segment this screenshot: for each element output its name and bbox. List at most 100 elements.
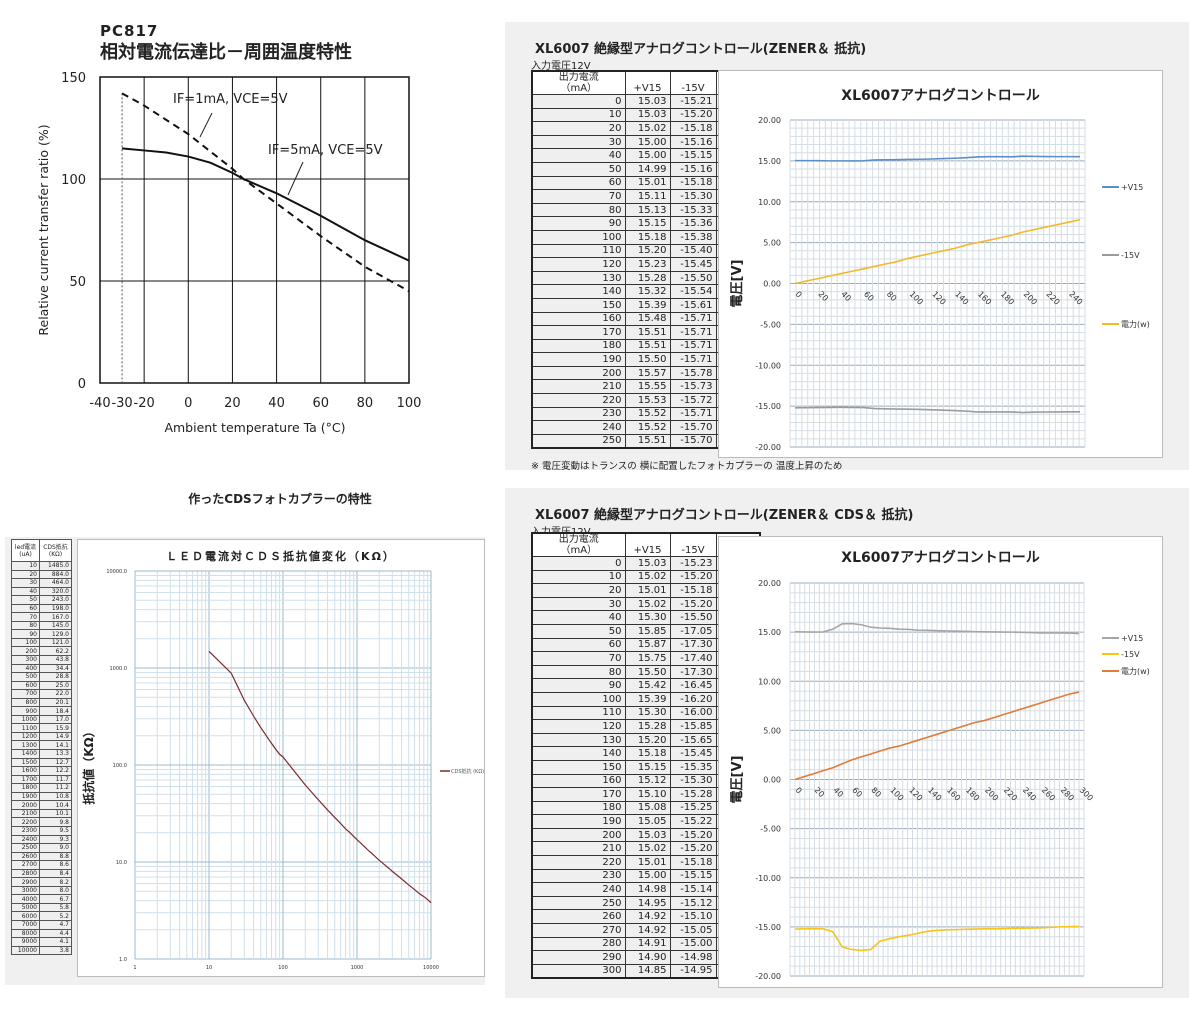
xl-top-subtitle: 入力電圧12V — [531, 61, 591, 72]
table-row: 700 22.0 — [11, 689, 72, 699]
table-cell: 15.50 — [624, 664, 671, 680]
table-cell: 15.00 — [624, 134, 671, 150]
cds-plot: 1.0 10.0 100.0 1000.0 10000.0 1 10 100 1000 10000… — [81, 569, 484, 971]
column-header: -15V — [669, 532, 717, 557]
table-cell: 90 — [531, 216, 626, 231]
table-cell: 1200 — [11, 731, 40, 742]
table-cell: 15.10 — [624, 787, 671, 802]
table-cell: 30 — [531, 134, 626, 150]
column-header: -15V — [669, 70, 717, 95]
table-cell: -15.28 — [669, 787, 717, 802]
table-cell: -15.30 — [669, 189, 717, 204]
svg-text:15.00: 15.00 — [758, 157, 781, 166]
table-cell: 15.30 — [624, 610, 671, 625]
table-cell: 25.0 — [39, 680, 72, 691]
table-cell: 14.9 — [39, 731, 72, 742]
table-cell: -15.30 — [669, 773, 717, 789]
table-cell: 9.3 — [39, 834, 72, 845]
table-row: 1900 10.8 — [11, 791, 72, 802]
table-cell: 884.0 — [39, 569, 72, 580]
table-cell: 700 — [11, 689, 40, 699]
table-cell: -15.05 — [669, 923, 717, 938]
xl-bot-chart-title: XL6007アナログコントロール — [841, 550, 1040, 566]
table-cell: 121.0 — [39, 637, 72, 648]
table-cell: 12.7 — [39, 757, 72, 768]
xl-top-chart-title: XL6007アナログコントロール — [841, 88, 1040, 104]
svg-text:5.00: 5.00 — [763, 239, 781, 248]
svg-text:電圧[V]: 電圧[V] — [730, 756, 745, 804]
table-cell: 10000 — [11, 945, 40, 956]
table-cell: 60 — [531, 637, 626, 653]
table-row: 5000 5.8 — [11, 902, 72, 913]
table-row: 1400 13.3 — [11, 749, 72, 759]
table-cell: 15.00 — [624, 868, 671, 884]
table-cell: -16.00 — [669, 705, 717, 721]
table-cell: 270 — [531, 923, 626, 938]
table-cell: 6.7 — [39, 894, 72, 904]
table-row: 2300 9.5 — [11, 825, 72, 836]
table-cell: 14.85 — [624, 963, 671, 979]
svg-text:5.00: 5.00 — [763, 726, 781, 735]
table-cell: 120 — [531, 719, 626, 734]
table-cell: -15.00 — [669, 936, 717, 952]
svg-text:-10.00: -10.00 — [755, 361, 781, 370]
table-cell: 1400 — [11, 749, 40, 759]
table-cell: 80 — [531, 202, 626, 218]
table-cell: 80 — [11, 620, 40, 631]
table-cell: 2900 — [11, 877, 40, 887]
table-cell: -15.20 — [669, 596, 717, 612]
svg-text:40: 40 — [831, 786, 845, 800]
table-cell: -15.16 — [669, 161, 717, 177]
table-cell: 150 — [531, 759, 626, 775]
table-cell: 8.0 — [39, 885, 72, 896]
table-cell: 15.39 — [624, 297, 671, 313]
table-cell: 320.0 — [39, 586, 72, 597]
column-header: 出力電流 （mA） — [531, 532, 626, 557]
table-cell: 15.51 — [624, 338, 671, 354]
svg-text:15.00: 15.00 — [758, 628, 781, 637]
table-cell: -17.05 — [669, 623, 717, 639]
svg-text:80: 80 — [869, 786, 883, 800]
table-cell: -15.23 — [669, 556, 717, 571]
svg-text:0: 0 — [78, 377, 86, 392]
svg-text:10000: 10000 — [423, 965, 439, 971]
cds-chart: ＬＥＤ電流対ＣＤＳ抵抗値変化（KΩ） 1.0 10.0 100.0 1000.0 100… — [77, 539, 485, 977]
table-cell: 15.08 — [624, 800, 671, 816]
table-cell: 13.3 — [39, 749, 72, 759]
svg-text:-15.00: -15.00 — [755, 402, 781, 411]
table-cell: 4.4 — [39, 928, 72, 939]
table-cell: -15.18 — [669, 175, 717, 191]
xl-bot-chart: XL6007アナログコントロール 20.00 15.00 10.00 5.00 0.00… — [718, 536, 1163, 988]
table-cell: -15.71 — [669, 325, 717, 340]
xl-top-chart: XL6007アナログコントロール 20.00 15.00 10.00 5.00 0.00… — [718, 70, 1163, 458]
table-cell: 600 — [11, 680, 40, 691]
table-row: 1700 11.7 — [11, 774, 72, 785]
table-cell: 8.6 — [39, 860, 72, 870]
svg-text:電力(w): 電力(w) — [1121, 666, 1150, 676]
table-cell: 1700 — [11, 774, 40, 785]
table-cell: 15.53 — [624, 393, 671, 408]
table-row: 60 198.0 — [11, 603, 72, 614]
table-cell: 15.51 — [624, 325, 671, 340]
table-cell: 220 — [531, 393, 626, 408]
table-cell: -15.71 — [669, 311, 717, 327]
table-cell: 0 — [531, 94, 626, 109]
svg-text:40: 40 — [268, 396, 285, 411]
table-cell: 200 — [531, 365, 626, 381]
table-cell: 4.7 — [39, 919, 72, 930]
table-cell: 210 — [531, 379, 626, 395]
svg-text:-20.00: -20.00 — [755, 972, 781, 981]
table-cell: 14.91 — [624, 936, 671, 952]
table-cell: 15.55 — [624, 379, 671, 395]
svg-text:1.0: 1.0 — [119, 957, 127, 963]
svg-text:-20.00: -20.00 — [755, 443, 781, 452]
svg-text:10.00: 10.00 — [758, 677, 781, 686]
table-cell: 50 — [11, 595, 40, 605]
table-row: 20 884.0 — [11, 569, 72, 580]
xl-top-title: XL6007 絶縁型アナログコントロール(ZENER＆ 抵抗) — [535, 42, 867, 57]
table-cell: 22.0 — [39, 689, 72, 699]
table-cell: 70 — [531, 189, 626, 204]
table-cell: 15.52 — [624, 406, 671, 422]
table-cell: 2000 — [11, 800, 40, 810]
table-row: 40 320.0 — [11, 586, 72, 597]
